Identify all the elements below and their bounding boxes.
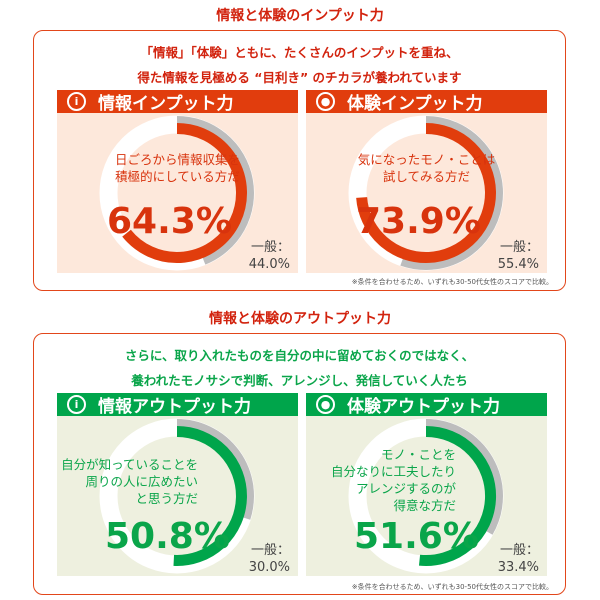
value-label: 50.8% <box>105 516 230 557</box>
general-value: 一般： 44.0% <box>248 240 290 272</box>
section-title: 情報と体験のインプット力 <box>216 8 384 24</box>
value-arc <box>173 426 247 566</box>
donut-chart: 日ごろから情報収集を 積極的にしている方だ 64.3% 一般： 44.0% <box>57 113 298 273</box>
panel-header: ● 体験インプット力 <box>306 90 547 114</box>
description: 自分が知っていることを 周りの人に広めたい と思う方だ <box>61 457 198 506</box>
donut-svg <box>99 115 255 271</box>
general-arc <box>400 116 503 270</box>
footnote: ※条件を合わせるため、いずれも30-50代女性のスコアで比較。 <box>351 278 553 286</box>
panel-title: 体験アウトプット力 <box>347 397 500 417</box>
footnote: ※条件を合わせるため、いずれも30-50代女性のスコアで比較。 <box>351 583 553 591</box>
panel-title: 体験インプット力 <box>347 94 483 114</box>
description: 日ごろから情報収集を 積極的にしている方だ <box>114 152 240 184</box>
person-pin-icon: ● <box>316 92 335 111</box>
description: モノ・ことを 自分なりに工夫したり アレンジするのが 得意な方だ <box>330 447 456 513</box>
panel-title: 情報インプット力 <box>98 94 234 114</box>
section-title: 情報と体験のアウトプット力 <box>209 311 391 327</box>
donut-svg <box>348 115 504 271</box>
panel-header: i 情報アウトプット力 <box>57 393 298 417</box>
panel-experience-input: ● 体験インプット力 気になったモノ・ことは 試してみる方だ 73.9% 一般： 55… <box>306 90 547 273</box>
general-value: 一般： 55.4% <box>497 240 539 272</box>
lead-line: 「情報」「体験」ともに、たくさんのインプットを重ね、 <box>140 45 459 60</box>
panel-info-output: i 情報アウトプット力 自分が知っていることを 周りの人に広めたい と思う方だ 50.… <box>57 393 298 576</box>
general-value: 一般： 33.4% <box>497 543 539 575</box>
value-label: 73.9% <box>356 201 481 242</box>
lead-line: 得た情報を見極める “目利き” のチカラが養われています <box>137 70 462 85</box>
donut-svg <box>348 418 504 574</box>
person-pin-icon: ● <box>316 395 335 414</box>
donut-chart: 自分が知っていることを 周りの人に広めたい と思う方だ 50.8% 一般： 30.0% <box>57 416 298 576</box>
info-icon: i <box>67 395 86 414</box>
section-box: さらに、取り入れたものを自分の中に留めておくのではなく、 養われたモノサシで判断… <box>33 333 566 595</box>
value-arc <box>356 123 496 263</box>
general-arc <box>425 419 503 535</box>
panel-title: 情報アウトプット力 <box>98 397 251 417</box>
value-label: 51.6% <box>354 516 479 557</box>
lead-line: さらに、取り入れたものを自分の中に留めておくのではなく、 <box>124 348 475 363</box>
general-value: 一般： 30.0% <box>248 543 290 575</box>
value-arc <box>122 123 247 263</box>
donut-svg <box>99 418 255 574</box>
general-arc <box>176 116 254 265</box>
panel-header: ● 体験アウトプット力 <box>306 393 547 417</box>
value-label: 64.3% <box>107 201 232 242</box>
panel-experience-output: ● 体験アウトプット力 モノ・ことを 自分なりに工夫したり アレンジするのが 得意な方だ… <box>306 393 547 576</box>
description: 気になったモノ・ことは 試してみる方だ <box>357 152 496 184</box>
info-icon: i <box>67 92 86 111</box>
lead-line: 養われたモノサシで判断、アレンジし、発信していく人たち <box>131 373 468 388</box>
section-box: 「情報」「体験」ともに、たくさんのインプットを重ね、 得た情報を見極める “目利… <box>33 30 566 291</box>
panel-info-input: i 情報インプット力 日ごろから情報収集を 積極的にしている方だ 64.3% 一般：… <box>57 90 298 273</box>
general-arc <box>176 419 254 520</box>
donut-chart: モノ・ことを 自分なりに工夫したり アレンジするのが 得意な方だ 51.6% 一般： 3… <box>306 416 547 576</box>
panel-header: i 情報インプット力 <box>57 90 298 114</box>
donut-chart: 気になったモノ・ことは 試してみる方だ 73.9% 一般： 55.4% <box>306 113 547 273</box>
value-arc <box>418 426 496 566</box>
